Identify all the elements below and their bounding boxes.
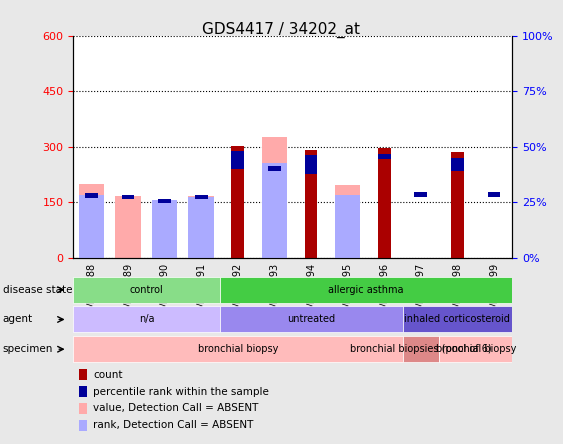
Bar [158,199,171,203]
Text: bronchial biopsy: bronchial biopsy [436,344,516,354]
Bar [488,192,501,197]
Bar [335,186,360,258]
FancyBboxPatch shape [220,277,512,303]
Bar [152,200,177,258]
Bar [268,166,281,171]
Text: percentile rank within the sample: percentile rank within the sample [93,387,269,396]
Bar [262,137,287,258]
Text: bronchial biopsy: bronchial biopsy [198,344,278,354]
FancyBboxPatch shape [403,336,439,362]
Text: GDS4417 / 34202_at: GDS4417 / 34202_at [203,22,360,38]
Bar [189,197,214,258]
Text: control: control [129,285,163,295]
Bar [451,158,464,170]
Text: allergic asthma: allergic asthma [328,285,404,295]
FancyBboxPatch shape [439,336,512,362]
FancyBboxPatch shape [73,277,220,303]
Bar [79,183,104,258]
FancyBboxPatch shape [220,306,403,333]
Bar [152,200,177,258]
Bar [262,163,287,258]
Text: inhaled corticosteroid: inhaled corticosteroid [404,314,511,325]
Bar [85,193,98,198]
FancyBboxPatch shape [73,336,403,362]
Bar [231,151,244,169]
Text: untreated: untreated [287,314,335,325]
Bar [378,148,391,258]
Bar [451,152,464,258]
Text: bronchial biopsies (pool of 6): bronchial biopsies (pool of 6) [350,344,491,354]
Bar [305,155,318,174]
Text: rank, Detection Call = ABSENT: rank, Detection Call = ABSENT [93,420,253,430]
FancyBboxPatch shape [403,306,512,333]
Text: value, Detection Call = ABSENT: value, Detection Call = ABSENT [93,404,258,413]
Text: disease state: disease state [3,285,72,295]
FancyBboxPatch shape [73,306,220,333]
Text: agent: agent [3,314,33,325]
Text: specimen: specimen [3,344,53,354]
Text: n/a: n/a [138,314,154,325]
Bar [79,194,104,258]
Bar [195,195,208,199]
Bar [414,192,427,197]
Bar [305,150,318,258]
Bar [335,195,360,258]
Bar [378,154,391,159]
Bar [115,197,141,258]
Bar [189,197,214,258]
Bar [122,195,135,199]
Text: count: count [93,370,122,380]
Bar [231,146,244,258]
